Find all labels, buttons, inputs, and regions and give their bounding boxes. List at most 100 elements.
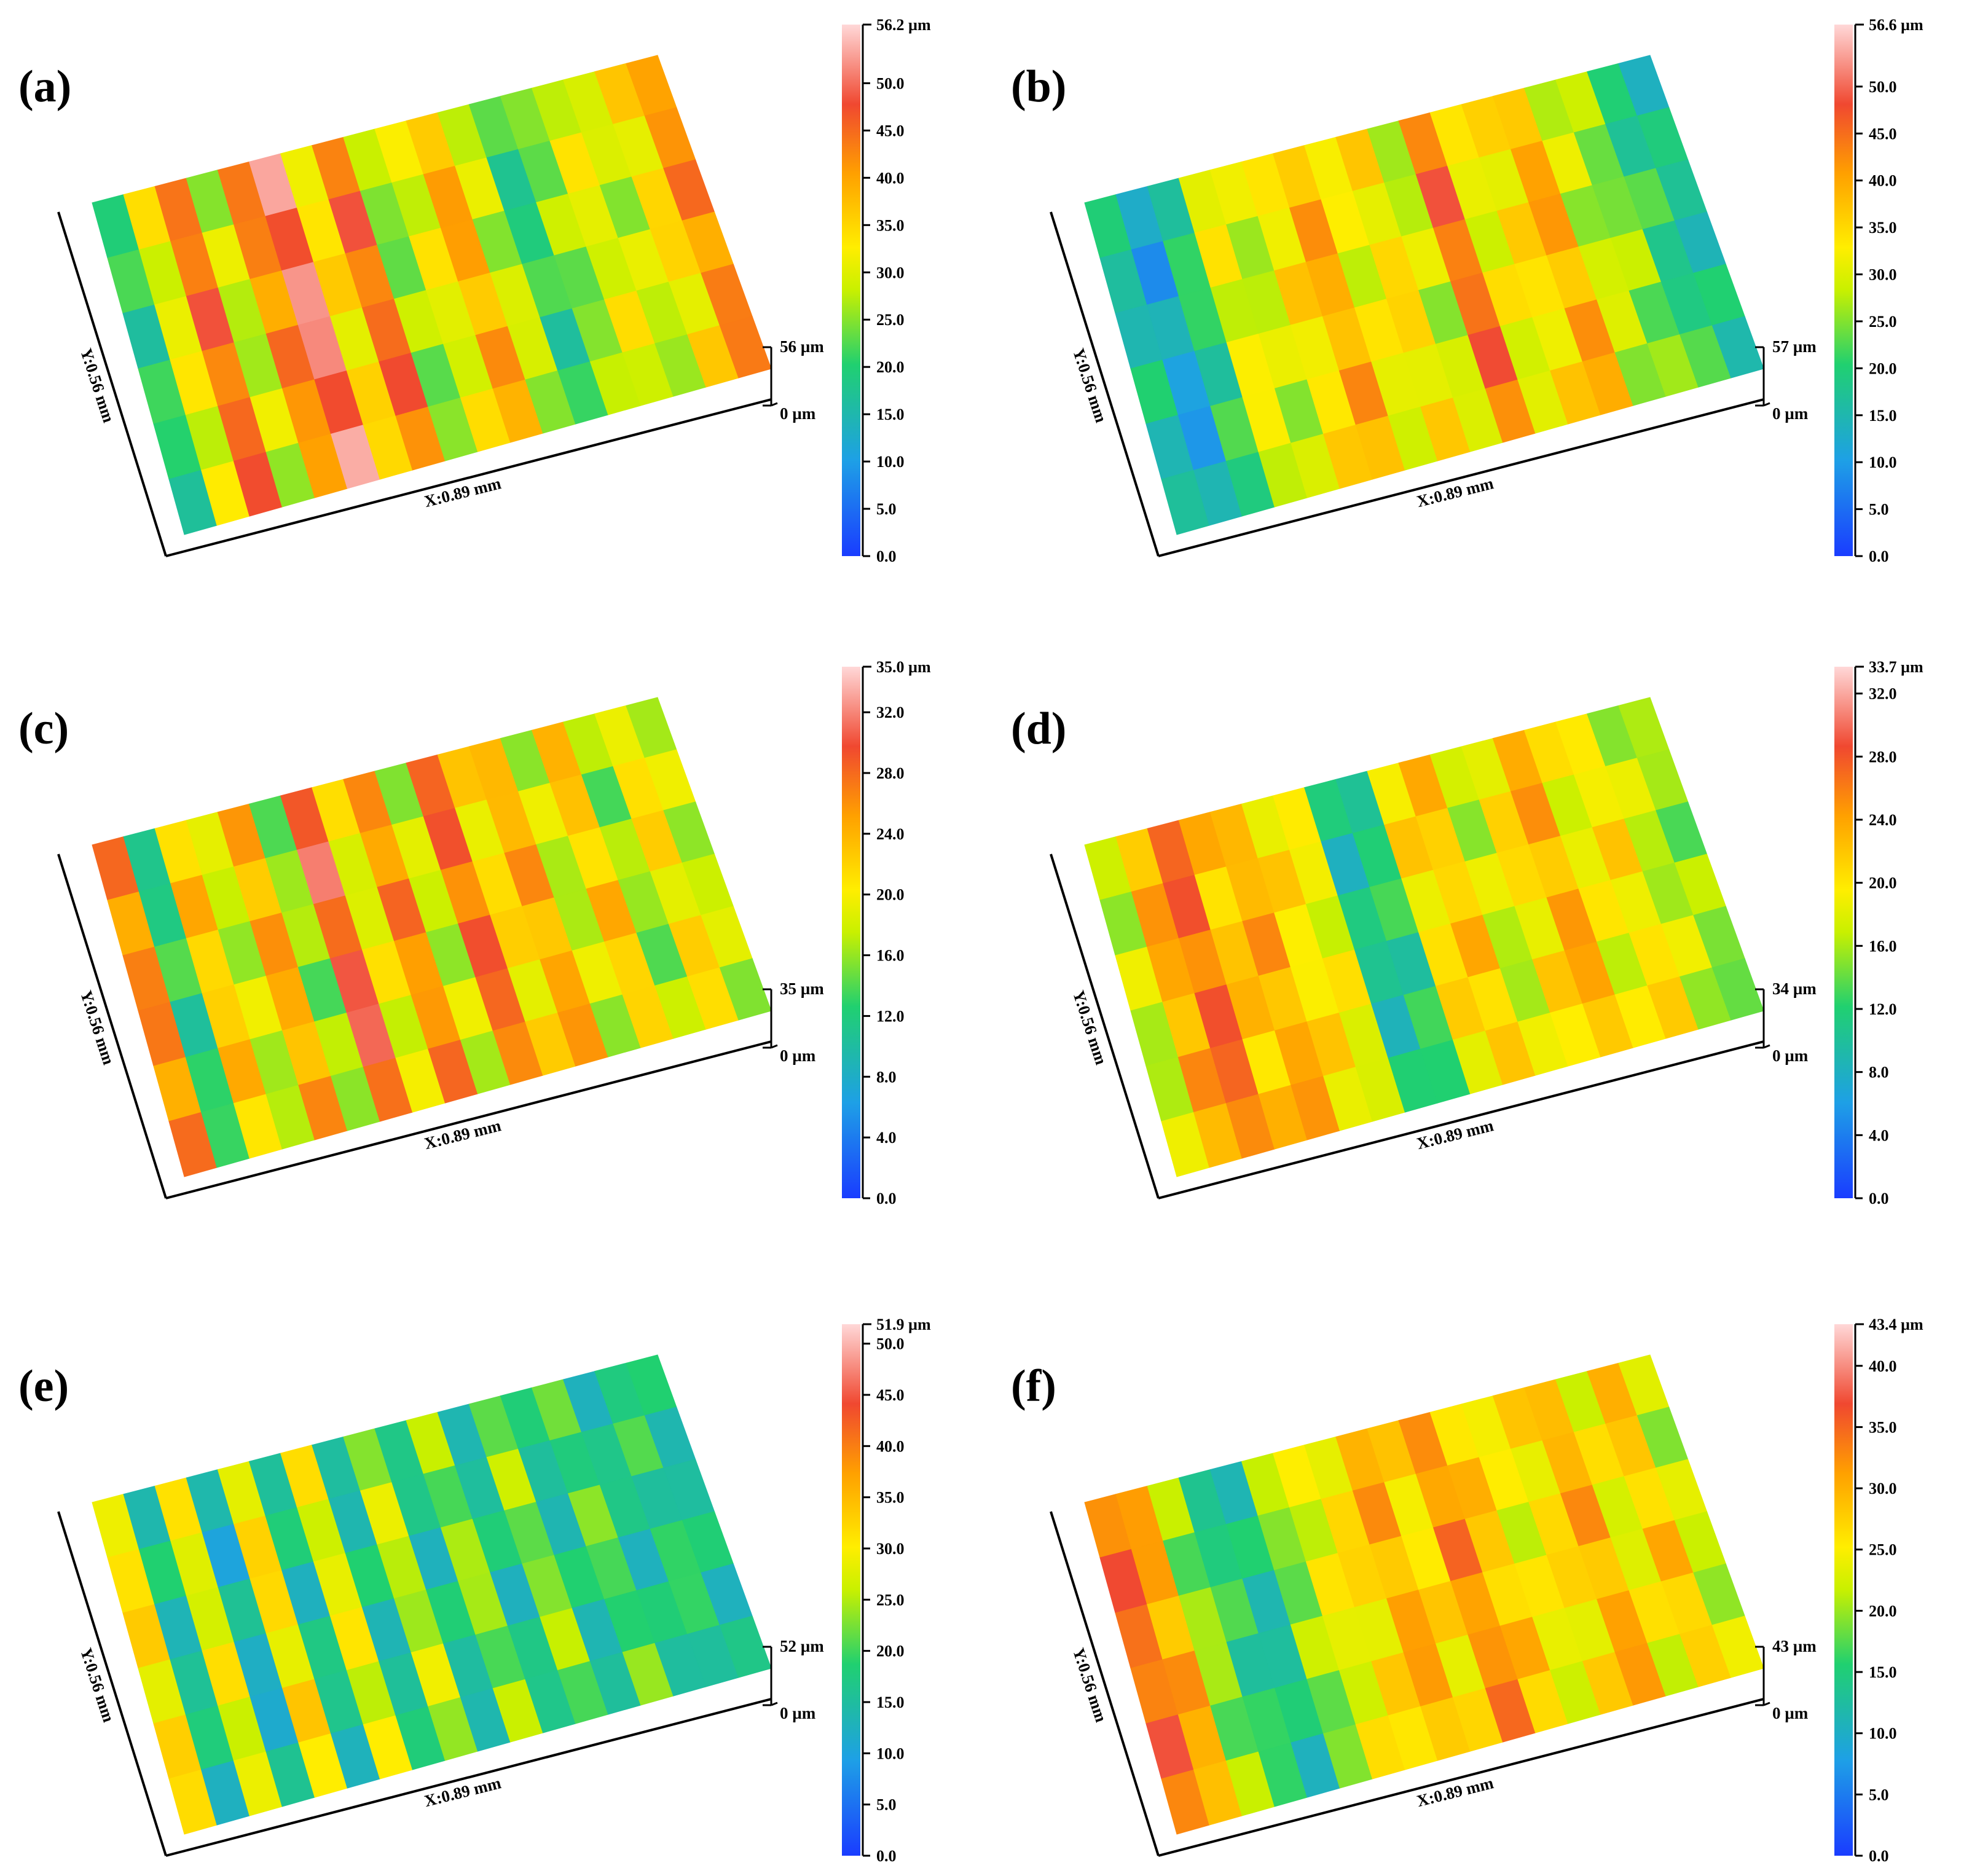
colorbar-max-label: 43.4 µm (1869, 1316, 1923, 1333)
y-axis-line (1050, 211, 1160, 557)
z-max-label: 57 µm (1772, 337, 1817, 356)
z-max-label: 43 µm (1772, 1637, 1817, 1655)
colorbar-tick-label: 35.0 (876, 1489, 905, 1507)
colorbar-tick-label: 24.0 (876, 825, 905, 843)
colorbar-gradient (842, 25, 860, 556)
panel-label: (a) (18, 61, 71, 112)
x-axis-line (1158, 1698, 1764, 1857)
y-axis-line (1050, 854, 1160, 1199)
colorbar-tick-label: 20.0 (876, 886, 905, 904)
colorbar-max-label: 33.7 µm (1869, 658, 1923, 676)
colorbar-tick-label: 35.0 (876, 216, 905, 234)
colorbar-tick-label: 0.0 (876, 1847, 897, 1865)
x-axis-line (165, 1040, 772, 1199)
z-max-label: 56 µm (780, 337, 824, 356)
colorbar-tick-label: 50.0 (1869, 78, 1897, 96)
colorbar-tick-label: 0.0 (1869, 547, 1889, 565)
z-min-label: 0 µm (1772, 404, 1809, 423)
z-min-label: 0 µm (780, 1046, 816, 1065)
colorbar-gradient (1834, 1324, 1853, 1856)
colorbar: 35.0 µm 32.0 28.0 24.0 20.0 16.0 12.0 8.0 4.0 0.0 (842, 658, 931, 1207)
colorbar-tick-label: 40.0 (1869, 172, 1897, 190)
colorbar-tick-label: 16.0 (876, 947, 905, 965)
surface-plot (1084, 1354, 1764, 1835)
colorbar-tick-label: 40.0 (876, 1437, 905, 1455)
colorbar: 33.7 µm 32.0 28.0 24.0 20.0 16.0 12.0 8.0 4.0 0.0 (1834, 658, 1923, 1207)
x-axis-line (165, 1698, 772, 1857)
colorbar-max-label: 56.6 µm (1869, 16, 1923, 34)
colorbar-tick-label: 45.0 (1869, 125, 1897, 143)
panel-label: (f) (1011, 1361, 1056, 1411)
colorbar: 56.6 µm 50.0 45.0 40.0 35.0 30.0 25.0 20.0 15.0 1… (1834, 16, 1923, 565)
colorbar-tick-label: 20.0 (1869, 1602, 1897, 1620)
colorbar-tick-label: 5.0 (876, 500, 897, 518)
colorbar-gradient (1834, 25, 1853, 556)
colorbar-tick-label: 16.0 (1869, 937, 1897, 955)
colorbar-tick-label: 35.0 (1869, 219, 1897, 237)
surface-plot (92, 1354, 772, 1835)
colorbar-tick-label: 25.0 (876, 311, 905, 329)
colorbar-tick-label: 15.0 (1869, 407, 1897, 425)
z-axis-tick (1763, 402, 1770, 407)
colorbar-tick-label: 4.0 (1869, 1126, 1889, 1144)
colorbar-tick-label: 30.0 (1869, 266, 1897, 284)
colorbar-tick-label: 30.0 (876, 264, 905, 281)
x-axis-line (165, 398, 772, 557)
surface-plot (92, 697, 772, 1177)
colorbar-tick-label: 40.0 (1869, 1357, 1897, 1375)
colorbar-tick-label: 50.0 (876, 1335, 905, 1353)
colorbar-tick-label: 0.0 (1869, 1847, 1889, 1865)
colorbar-gradient (1834, 667, 1853, 1198)
colorbar-tick-label: 40.0 (876, 169, 905, 187)
colorbar-tick-label: 45.0 (876, 1386, 905, 1404)
colorbar-tick-label: 28.0 (1869, 748, 1897, 766)
colorbar-tick-label: 35.0 (1869, 1418, 1897, 1436)
z-axis-tick (771, 402, 778, 407)
colorbar-max-label: 56.2 µm (876, 16, 931, 34)
colorbar: 51.9 µm 50.0 45.0 40.0 35.0 30.0 25.0 20.0 15.0 1… (842, 1316, 931, 1865)
z-axis-tick (1763, 1044, 1770, 1049)
colorbar-tick-label: 8.0 (1869, 1064, 1889, 1081)
z-axis-tick (771, 1044, 778, 1049)
z-max-label: 34 µm (1772, 979, 1817, 998)
colorbar-tick-label: 5.0 (1869, 501, 1889, 519)
colorbar-tick-label: 30.0 (1869, 1480, 1897, 1497)
colorbar-tick-label: 45.0 (876, 122, 905, 139)
colorbar-tick-label: 32.0 (1869, 685, 1897, 703)
panel-label: (e) (18, 1361, 69, 1411)
colorbar-tick-label: 32.0 (876, 704, 905, 721)
colorbar-gradient (842, 667, 860, 1198)
colorbar-tick-label: 50.0 (876, 74, 905, 92)
z-min-label: 0 µm (1772, 1046, 1809, 1065)
z-max-label: 52 µm (780, 1637, 824, 1655)
panel-label: (d) (1011, 704, 1066, 754)
z-max-label: 35 µm (780, 979, 824, 998)
y-axis-line (57, 854, 167, 1199)
y-axis-line (57, 211, 167, 557)
colorbar-tick-label: 5.0 (1869, 1786, 1889, 1803)
colorbar-tick-label: 20.0 (1869, 874, 1897, 892)
colorbar-tick-label: 10.0 (876, 453, 905, 471)
z-min-label: 0 µm (780, 1704, 816, 1722)
colorbar-tick-label: 0.0 (876, 1190, 897, 1207)
colorbar-tick-label: 10.0 (876, 1744, 905, 1762)
colorbar-tick-label: 10.0 (1869, 453, 1897, 471)
x-axis-line (1158, 398, 1764, 557)
colorbar-tick-label: 20.0 (1869, 359, 1897, 377)
colorbar-max-label: 51.9 µm (876, 1316, 931, 1333)
colorbar-tick-label: 12.0 (1869, 1000, 1897, 1018)
z-axis-tick (1763, 1701, 1770, 1706)
colorbar-tick-label: 28.0 (876, 764, 905, 782)
colorbar-tick-label: 0.0 (1869, 1190, 1889, 1207)
z-min-label: 0 µm (1772, 1704, 1809, 1722)
colorbar-tick-label: 15.0 (876, 406, 905, 423)
colorbar: 56.2 µm 50.0 45.0 40.0 35.0 30.0 25.0 20.0 15.0 1… (842, 16, 931, 565)
colorbar-tick-label: 25.0 (876, 1591, 905, 1609)
x-axis-line (1158, 1040, 1764, 1199)
panel-label: (b) (1011, 61, 1066, 112)
